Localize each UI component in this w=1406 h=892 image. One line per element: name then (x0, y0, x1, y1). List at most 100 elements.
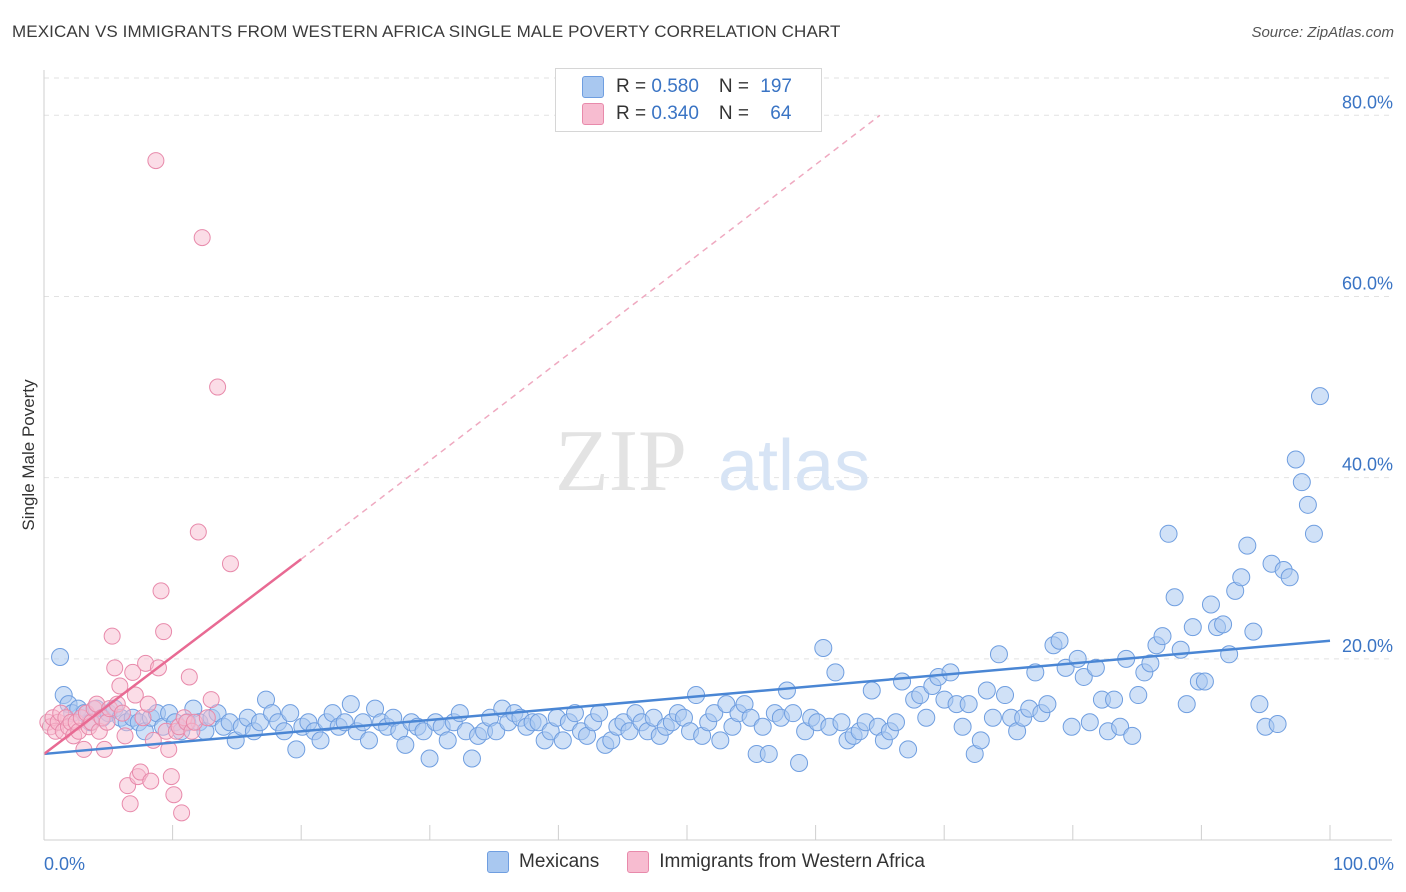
chart-title: MEXICAN VS IMMIGRANTS FROM WESTERN AFRIC… (12, 22, 841, 41)
legend-r-value: 0.580 (651, 76, 699, 97)
legend-n-value: 64 (770, 103, 792, 124)
western-africa-point (121, 795, 139, 813)
mexicans-point (1068, 649, 1087, 668)
mexicans-point (1074, 667, 1093, 686)
mexicans-point (790, 754, 809, 772)
mexicans-point (1298, 495, 1317, 514)
mexicans-point (644, 708, 663, 727)
mexicans-point (553, 731, 572, 750)
western-africa-point (152, 582, 170, 600)
mexicans-point (529, 713, 548, 732)
mexicans-point (1201, 595, 1220, 614)
mexicans-point (911, 686, 930, 705)
y-tick-label: 40.0% (1342, 455, 1393, 475)
western-africa-point (209, 378, 227, 396)
axis-layer: 20.0% 40.0% 60.0% 80.0% 0.0% 100.0% (43, 70, 1394, 874)
mexicans-point (1111, 717, 1130, 736)
stats-legend: R = 0.580 N = 197 R = 0.340 N = 64 (555, 68, 822, 132)
series-swatch-mexicans (487, 851, 509, 873)
mexicans-point (971, 731, 990, 750)
mexicans-point (996, 686, 1015, 705)
western-africa-point (189, 523, 207, 541)
mexicans-point (1214, 615, 1233, 634)
mexicans-point (1304, 524, 1323, 543)
mexicans-point (1268, 715, 1287, 734)
legend-r-value: 0.340 (651, 103, 699, 124)
series-legend-western-africa[interactable]: Immigrants from Western Africa (627, 851, 925, 873)
mexicans-point (717, 695, 736, 714)
mexicans-point (1159, 524, 1178, 543)
mexicans-point (311, 731, 330, 750)
mexicans-point (1238, 536, 1257, 555)
mexicans-point (341, 695, 360, 714)
mexicans-point (1292, 473, 1311, 492)
mexicans-point (1062, 717, 1081, 736)
mexicans-point (1171, 640, 1190, 659)
mexicans-point (1286, 450, 1305, 469)
mexicans-point (784, 704, 803, 723)
series-legend-mexicans[interactable]: Mexicans (487, 851, 599, 873)
mexicans-point (953, 717, 972, 736)
mexicans-point (899, 740, 918, 759)
western-africa-point (165, 786, 183, 804)
western-africa-point (124, 663, 142, 681)
legend-swatch-western-africa (582, 103, 604, 125)
mexicans-point (462, 749, 481, 768)
mexicans-point (353, 713, 372, 732)
western-africa-point (198, 709, 216, 727)
mexicans-point (1105, 690, 1124, 709)
mexicans-point (711, 731, 730, 750)
western-africa-point (147, 152, 165, 170)
mexicans-point (1244, 622, 1263, 641)
watermark: ZIP atlas (555, 413, 870, 510)
western-africa-point (113, 704, 131, 722)
mexicans-point (753, 717, 772, 736)
mexicans-point (989, 645, 1008, 664)
mexicans-point (1153, 627, 1172, 646)
mexicans-point (814, 638, 833, 657)
mexicans-point (1165, 588, 1184, 607)
mexicans-point (1080, 713, 1099, 732)
mexicans-point (281, 704, 300, 723)
mexicans-point (590, 704, 609, 723)
mexicans-point (1280, 568, 1299, 587)
western-africa-point (139, 695, 157, 713)
mexicans-point (832, 713, 851, 732)
western-africa-point (111, 677, 129, 695)
mexicans-point (1250, 695, 1269, 714)
y-tick-label: 60.0% (1342, 273, 1393, 293)
mexicans-point (51, 648, 70, 667)
mexicans-point (705, 704, 724, 723)
mexicans-point (917, 708, 936, 727)
mexicans-point (826, 663, 845, 682)
western-africa-point (193, 229, 211, 247)
western-africa-point (202, 691, 220, 709)
mexicans-point (1311, 387, 1329, 406)
mexicans-point (759, 744, 778, 763)
mexicans-point (741, 708, 760, 727)
legend-row-western-africa: R = 0.340 N = 64 (582, 102, 791, 126)
mexicans-point (359, 731, 378, 750)
legend-r-label: R = (616, 76, 652, 97)
mexicans-point (862, 681, 881, 700)
x-tick-label: 100.0% (1333, 854, 1394, 874)
mexicans-point (886, 713, 905, 732)
western-africa-point (126, 686, 144, 704)
western-africa-point (103, 627, 121, 645)
mexicans-point (983, 708, 1002, 727)
mexicans-point (396, 735, 415, 754)
y-tick-label: 80.0% (1342, 92, 1393, 112)
mexicans-point (1232, 568, 1251, 587)
western-africa-point (160, 740, 178, 758)
western-africa-point (142, 772, 160, 790)
source-label: Source: ZipAtlas.com (1251, 24, 1394, 41)
mexicans-point (1129, 686, 1148, 705)
legend-r-label: R = (616, 103, 652, 124)
grid-layer (44, 77, 1392, 660)
mexicans-point (450, 704, 469, 723)
mexicans-point (565, 704, 584, 723)
trend-layer (43, 114, 1331, 756)
western-africa-point (173, 804, 191, 822)
western-africa-point (162, 768, 180, 786)
